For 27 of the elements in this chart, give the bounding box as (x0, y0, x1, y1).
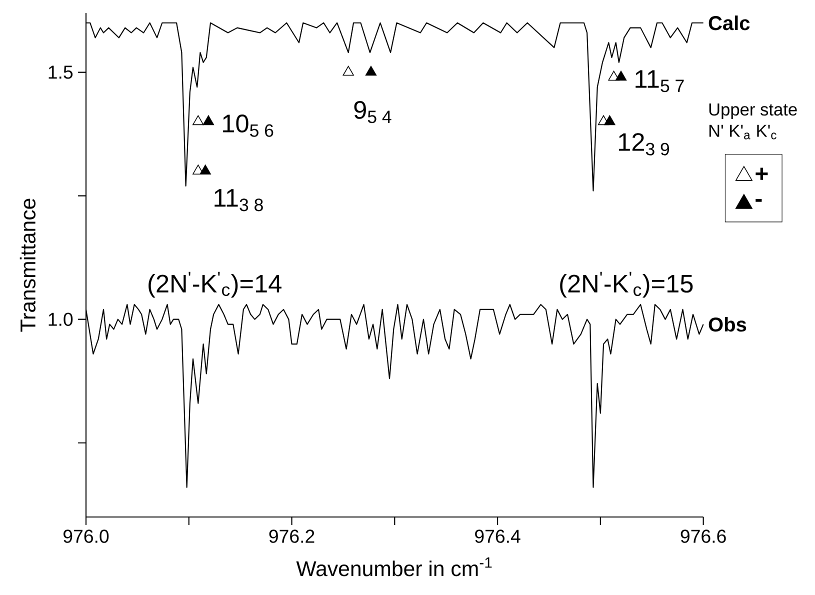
point (615, 70, 627, 81)
annotation: (2N$^{'}$-K$^{'}$$_{c}$)=15 (560, 272, 693, 298)
y-axis-title: Transmittance (20, 198, 36, 332)
point (202, 115, 214, 126)
x-tick-label: 976.4 (475, 530, 520, 543)
annotation: 9$_{5 4}$ (354, 100, 392, 124)
point (200, 164, 211, 175)
x-tick-label: 976.2 (269, 530, 314, 543)
x-axis-title: Wavenumber in cm$^{-1}$ (296, 557, 492, 576)
annotation: 11$_{3 8}$ (214, 189, 263, 212)
legend-label: - (756, 198, 762, 202)
annotation: 12$_{3 9}$ (618, 133, 670, 156)
series-label: Obs (708, 316, 746, 332)
point (342, 66, 354, 76)
point (604, 115, 616, 126)
series-label: Calc (708, 16, 750, 30)
x-tick-label: 976.0 (64, 530, 109, 543)
legend-title: Upper state N' K'$_{a}$ K'$_{c}$ (709, 104, 797, 140)
x-tick-label: 976.6 (680, 530, 726, 543)
y-tick-label: 1.0 (48, 312, 73, 326)
legend-label: + (756, 168, 768, 180)
point (365, 66, 377, 76)
y-tick-label: 1.5 (48, 66, 73, 79)
annotation: 11$_{5 7}$ (636, 70, 684, 92)
annotation: (2N$^{'}$-K$^{'}$$_{c}$)=14 (148, 272, 282, 298)
annotation: 10$_{5 6}$ (223, 114, 274, 137)
point (192, 115, 204, 126)
